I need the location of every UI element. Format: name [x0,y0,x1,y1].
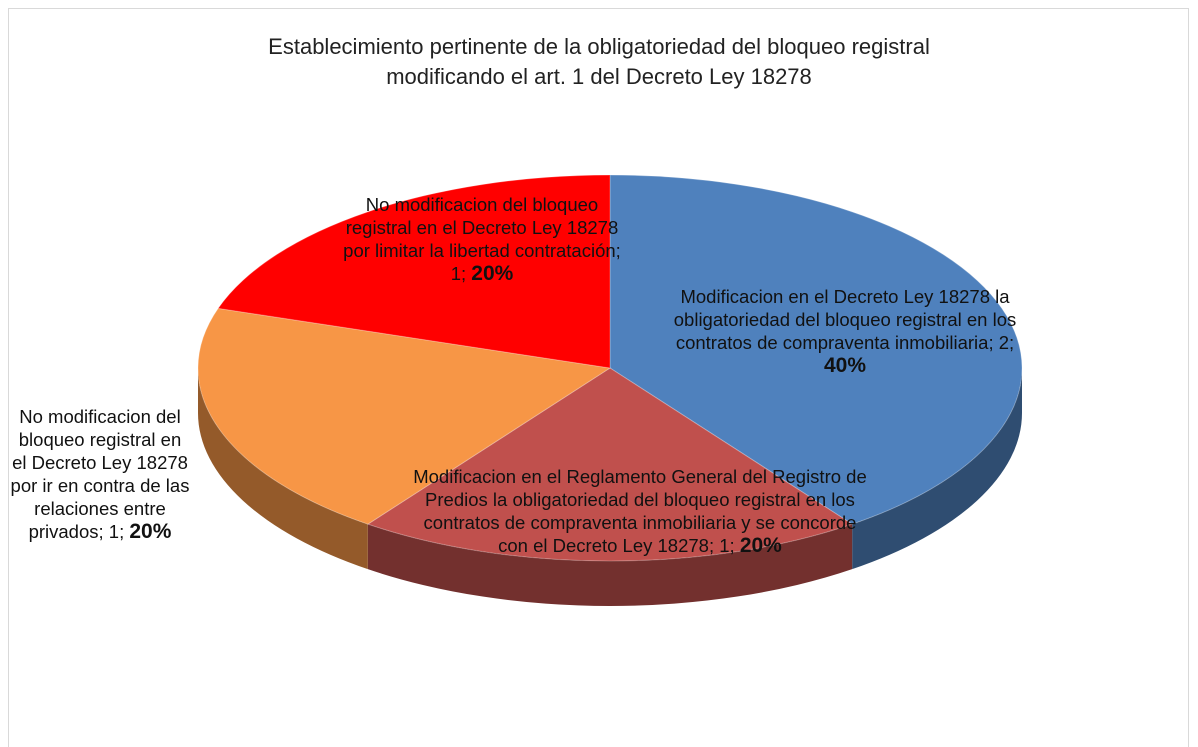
label-separator: ; [1009,332,1015,353]
slice [197,307,612,525]
data-label: No modificacion del bloqueo registral en… [342,193,622,285]
label-percent: 20% [129,520,172,543]
label-percent: 20% [739,534,782,557]
label-name: No modificacion del bloqueo registral en… [10,406,190,542]
label-value: 2 [998,332,1010,353]
chart-title: Establecimiento pertinente de la obligat… [268,34,930,89]
slice-side [852,368,1022,570]
data-label: No modificacion del bloqueo registral en… [10,405,190,543]
data-label: Modificacion en el Reglamento General de… [410,465,870,557]
label-percent: 40% [823,354,867,377]
slice [217,174,611,369]
label-name: Modificacion en el Reglamento General de… [413,466,867,556]
label-name: Modificacion en el Decreto Ley 18278 la … [673,286,1017,353]
slice [609,174,1023,525]
data-label: Modificacion en el Decreto Ley 18278 la … [660,285,1030,377]
label-separator: ; [729,535,740,556]
label-percent: 20% [471,262,514,285]
slice-side [367,524,853,606]
label-name: No modificacion del bloqueo registral en… [343,194,619,261]
label-separator: ; [119,521,130,542]
chart-border [8,8,1189,747]
label-separator: ; [708,535,720,556]
label-separator: ; [460,263,472,284]
label-separator: ; [98,521,109,542]
label-value: 1 [450,263,461,284]
slice [366,367,854,562]
slice-side [197,368,368,570]
label-separator: ; [615,240,621,261]
label-value: 1 [108,521,120,542]
label-value: 1 [719,535,730,556]
label-separator: ; [988,332,999,353]
